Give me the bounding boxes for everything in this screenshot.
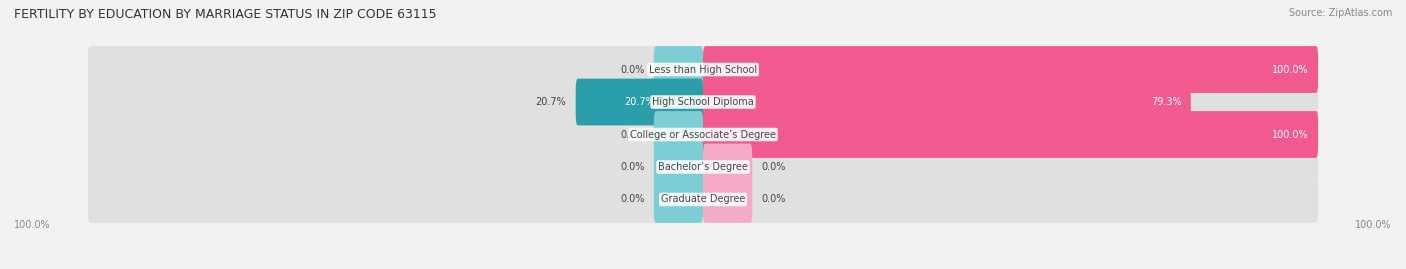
FancyBboxPatch shape: [703, 144, 752, 190]
Text: 0.0%: 0.0%: [620, 129, 644, 140]
Text: College or Associate’s Degree: College or Associate’s Degree: [630, 129, 776, 140]
Text: High School Diploma: High School Diploma: [652, 97, 754, 107]
Text: 0.0%: 0.0%: [620, 65, 644, 75]
FancyBboxPatch shape: [654, 144, 703, 190]
Text: 20.7%: 20.7%: [624, 97, 655, 107]
Text: 100.0%: 100.0%: [14, 220, 51, 230]
FancyBboxPatch shape: [87, 144, 1319, 190]
FancyBboxPatch shape: [87, 111, 1319, 158]
Text: 100.0%: 100.0%: [1272, 129, 1309, 140]
FancyBboxPatch shape: [703, 79, 1191, 125]
Text: 0.0%: 0.0%: [762, 162, 786, 172]
Text: Graduate Degree: Graduate Degree: [661, 194, 745, 204]
Text: 0.0%: 0.0%: [762, 194, 786, 204]
Text: Source: ZipAtlas.com: Source: ZipAtlas.com: [1288, 8, 1392, 18]
FancyBboxPatch shape: [654, 46, 703, 93]
Text: FERTILITY BY EDUCATION BY MARRIAGE STATUS IN ZIP CODE 63115: FERTILITY BY EDUCATION BY MARRIAGE STATU…: [14, 8, 437, 21]
FancyBboxPatch shape: [575, 79, 703, 125]
FancyBboxPatch shape: [654, 111, 703, 158]
FancyBboxPatch shape: [87, 176, 1319, 223]
FancyBboxPatch shape: [703, 46, 1319, 93]
FancyBboxPatch shape: [703, 176, 752, 223]
Text: Bachelor’s Degree: Bachelor’s Degree: [658, 162, 748, 172]
FancyBboxPatch shape: [703, 111, 1319, 158]
FancyBboxPatch shape: [87, 46, 1319, 93]
Text: 100.0%: 100.0%: [1272, 65, 1309, 75]
FancyBboxPatch shape: [654, 176, 703, 223]
Text: 20.7%: 20.7%: [536, 97, 567, 107]
FancyBboxPatch shape: [87, 79, 1319, 125]
Text: 0.0%: 0.0%: [620, 162, 644, 172]
Text: 79.3%: 79.3%: [1152, 97, 1181, 107]
Text: 100.0%: 100.0%: [1355, 220, 1392, 230]
Text: 0.0%: 0.0%: [620, 194, 644, 204]
Text: Less than High School: Less than High School: [650, 65, 756, 75]
